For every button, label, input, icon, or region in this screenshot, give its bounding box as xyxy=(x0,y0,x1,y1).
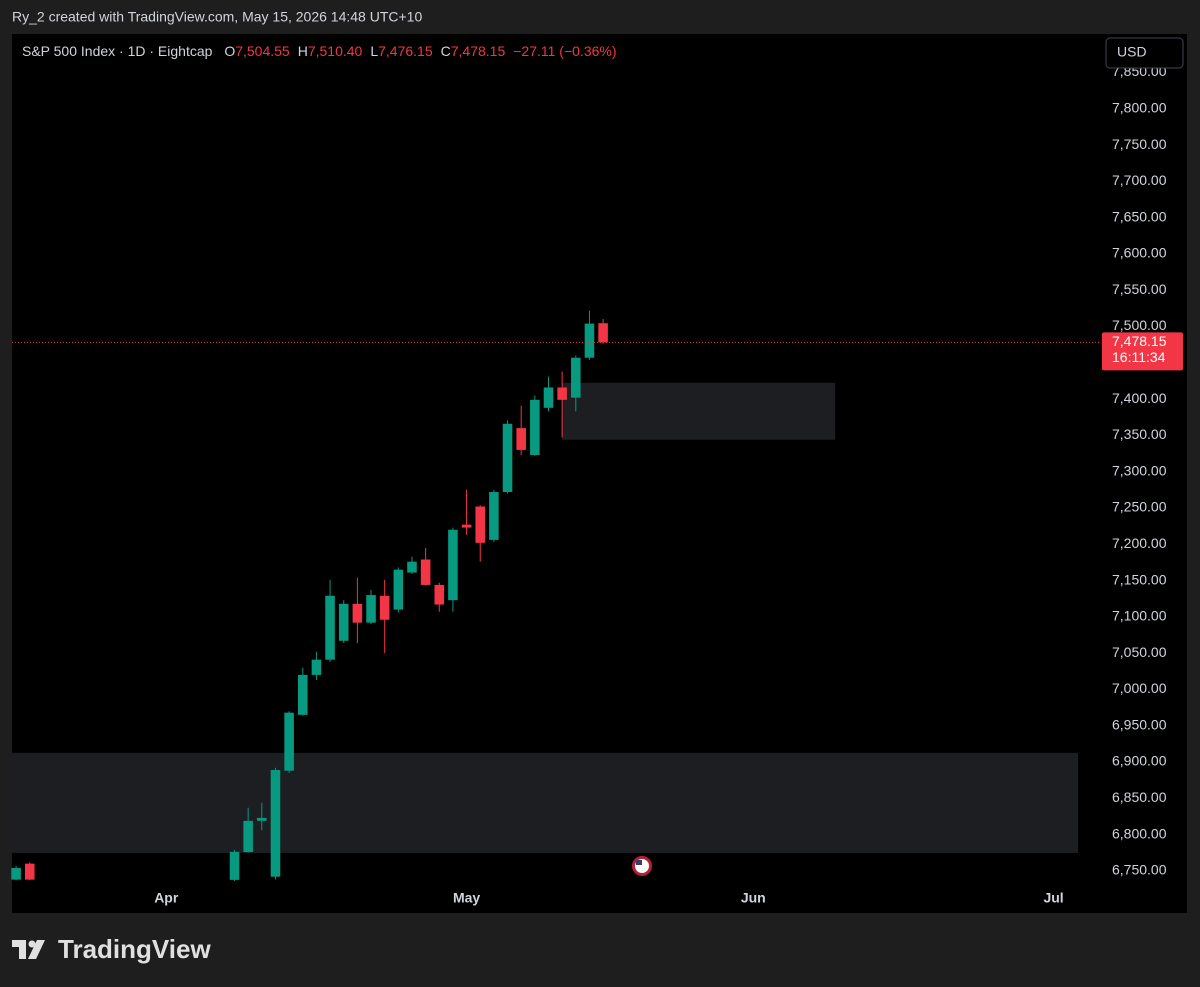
y-tick-label: 6,950.00 xyxy=(1112,716,1167,732)
candle-body xyxy=(516,428,526,450)
candle-body xyxy=(11,867,21,880)
x-tick-label: Jun xyxy=(741,890,766,906)
y-tick-label: 6,800.00 xyxy=(1112,825,1167,841)
countdown: 16:11:34 xyxy=(1112,349,1166,365)
candle-body xyxy=(366,595,376,623)
legend: S&P 500 Index · 1D · Eightcap O7,504.55 H… xyxy=(22,43,617,59)
ohlc: O7,504.55 H7,510.40 L7,476.15 C7,478.15 −27.… xyxy=(224,43,616,59)
y-tick-label: 7,550.00 xyxy=(1112,281,1167,297)
y-tick-label: 7,400.00 xyxy=(1112,390,1167,406)
candle-body xyxy=(407,561,417,573)
y-tick-label: 6,900.00 xyxy=(1112,753,1167,769)
x-tick-label: May xyxy=(453,890,480,906)
candle-body xyxy=(434,584,445,605)
price-tag xyxy=(1102,332,1183,371)
candle-body xyxy=(284,712,294,771)
candle-body xyxy=(530,399,540,455)
plot: 6,750.00 6,800.00 6,850.00 6,900.00 6,950.00… xyxy=(11,63,1183,913)
symbol-title: S&P 500 Index · 1D · Eightcap xyxy=(22,43,213,59)
candle-body xyxy=(24,863,35,880)
currency[interactable]: USD xyxy=(1117,44,1147,60)
logo-text: TradingView xyxy=(58,934,211,964)
y-tick-label: 7,000.00 xyxy=(1112,680,1167,696)
y-tick-label: 7,500.00 xyxy=(1112,317,1167,333)
candle-body xyxy=(229,851,240,880)
y-tick-label: 7,750.00 xyxy=(1112,136,1167,152)
x-tick-label: Apr xyxy=(154,890,179,906)
candle-body xyxy=(598,323,608,343)
ohlc-key: L xyxy=(370,43,378,59)
y-tick-label: 6,750.00 xyxy=(1112,862,1167,878)
candle-body xyxy=(257,817,267,821)
event-icon-canton xyxy=(636,860,642,865)
candle-body xyxy=(571,357,581,398)
y-tick-label: 7,700.00 xyxy=(1112,172,1167,188)
ohlc-key: C xyxy=(441,43,451,59)
candle-body xyxy=(270,770,281,877)
candle-body xyxy=(393,569,404,610)
y-tick-label: 7,350.00 xyxy=(1112,426,1167,442)
ohlc-value: 7,478.15 xyxy=(451,43,506,59)
y-tick-label: 7,300.00 xyxy=(1112,462,1167,478)
candle-body xyxy=(557,387,567,400)
candle-body xyxy=(461,524,472,528)
y-tick-label: 7,100.00 xyxy=(1112,608,1167,624)
change: −27.11 (−0.36%) xyxy=(513,43,616,59)
candle-body xyxy=(338,603,349,641)
candle-body xyxy=(420,559,431,585)
y-tick-label: 7,250.00 xyxy=(1112,499,1167,515)
candle-body xyxy=(543,387,554,408)
candle-body xyxy=(352,603,363,623)
y-tick-label: 7,650.00 xyxy=(1112,208,1167,224)
y-tick-label: 7,600.00 xyxy=(1112,245,1167,261)
ohlc-value: 7,476.15 xyxy=(378,43,433,59)
candle-body xyxy=(243,820,253,853)
ohlc-key: O xyxy=(224,43,235,59)
ohlc-value: 7,504.55 xyxy=(235,43,290,59)
y-tick-label: 7,050.00 xyxy=(1112,644,1167,660)
y-tick-label: 6,850.00 xyxy=(1112,789,1167,805)
zone xyxy=(562,382,836,440)
y-tick-label: 7,800.00 xyxy=(1112,99,1167,115)
zone xyxy=(12,752,1079,853)
candle-body xyxy=(475,506,486,543)
candle-body xyxy=(489,492,499,540)
candle-body xyxy=(311,659,322,675)
candle-body xyxy=(297,674,308,715)
y-tick-label: 7,150.00 xyxy=(1112,571,1167,587)
candle-body xyxy=(379,595,390,620)
ohlc-value: 7,510.40 xyxy=(308,43,363,59)
currency-button[interactable] xyxy=(1105,37,1184,69)
logo-mark xyxy=(12,940,45,959)
candle-body xyxy=(448,529,458,601)
ohlc-key: H xyxy=(298,43,308,59)
candle-body xyxy=(325,595,335,660)
y-tick-label: 7,200.00 xyxy=(1112,535,1167,551)
price-tag-label: 7,478.15 xyxy=(1112,333,1167,349)
candle-body xyxy=(502,423,513,493)
candle-body xyxy=(584,323,595,358)
credit: Ry_2 created with TradingView.com, May 1… xyxy=(12,9,422,25)
x-tick-label: Jul xyxy=(1043,890,1063,906)
